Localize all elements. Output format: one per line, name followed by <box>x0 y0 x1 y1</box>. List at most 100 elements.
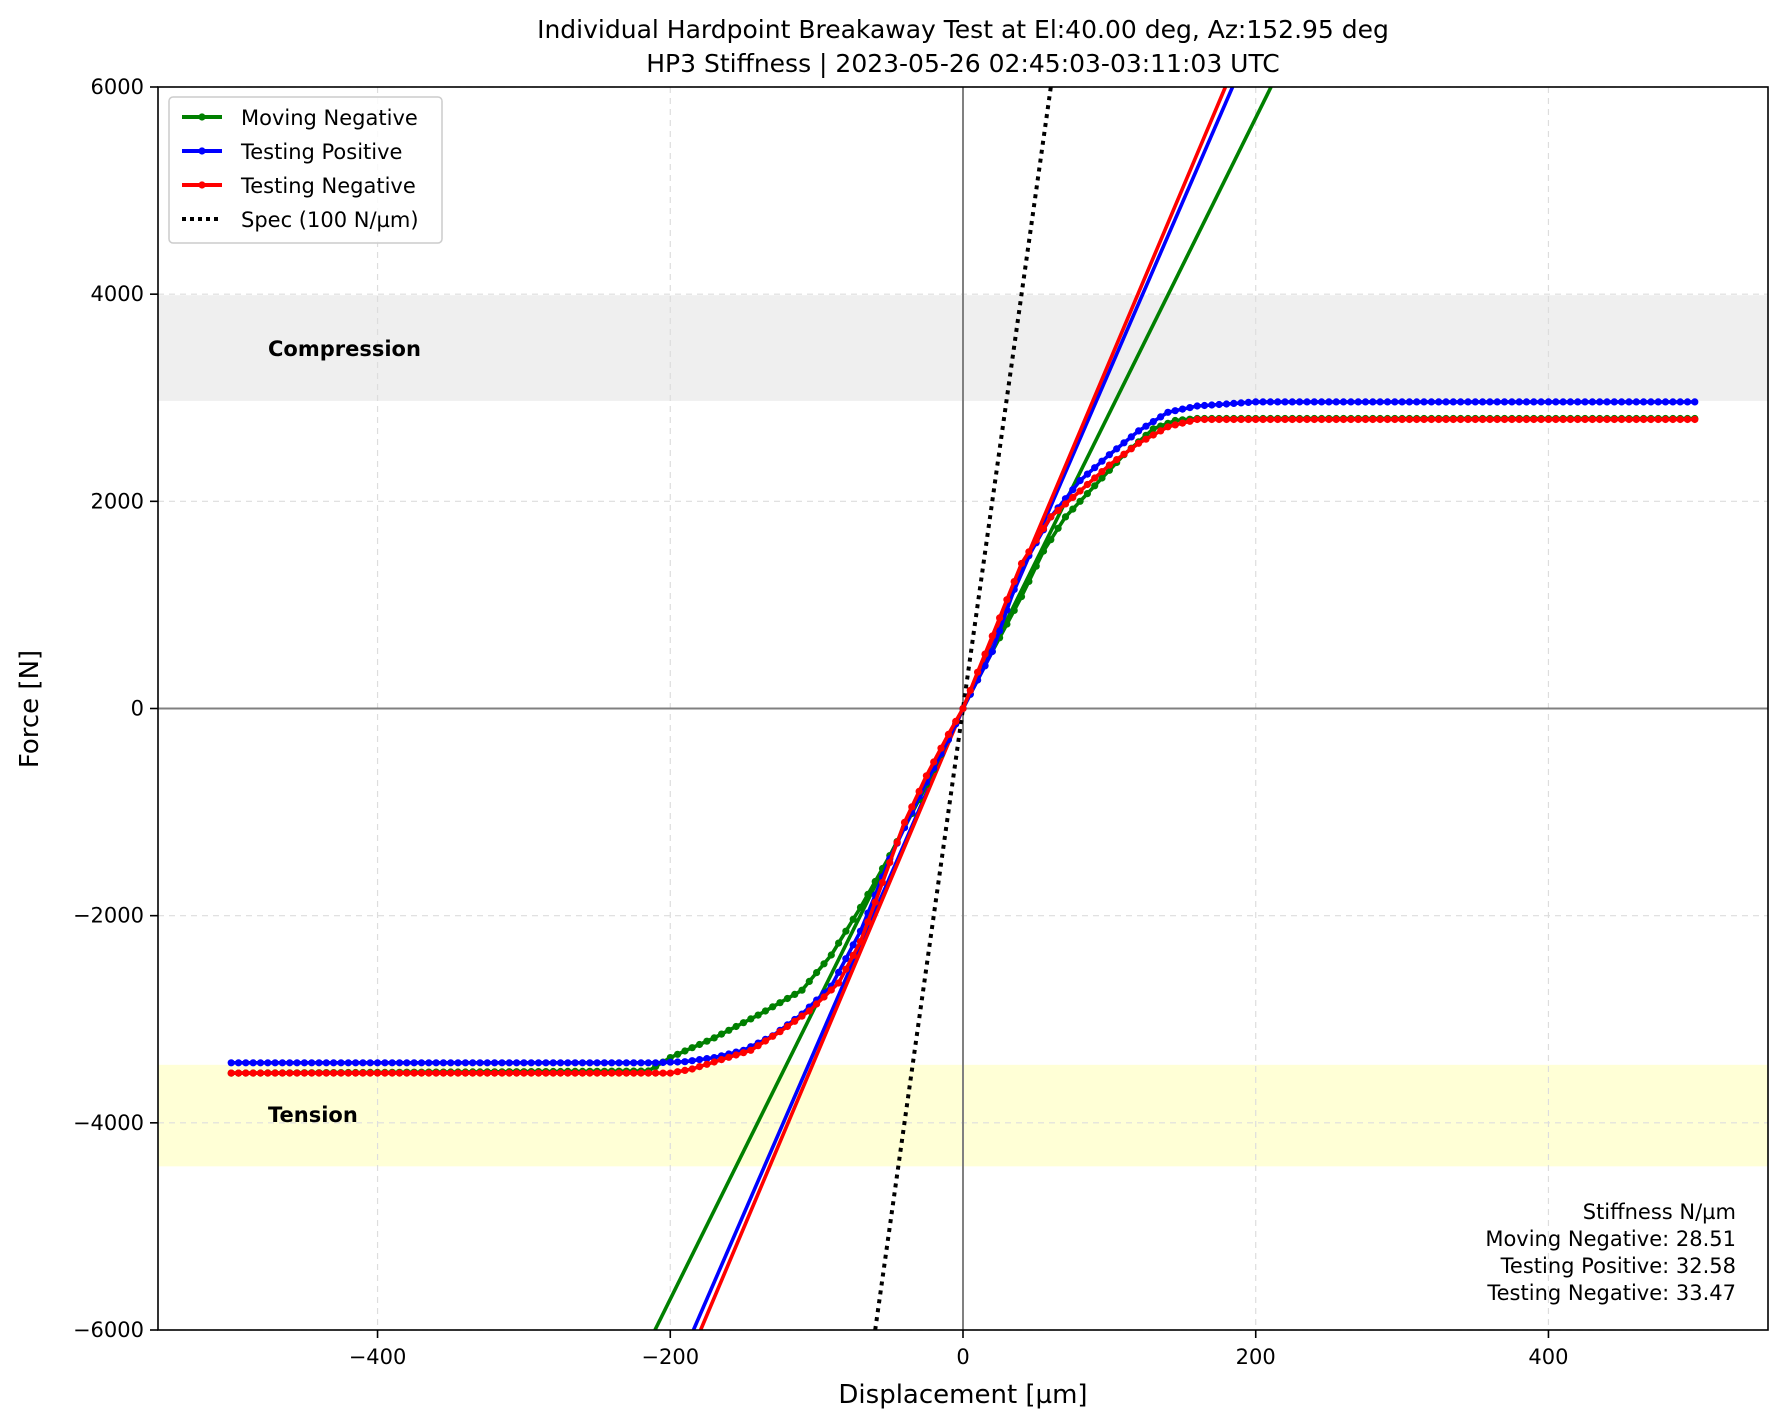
data-point <box>1076 497 1084 505</box>
data-point <box>1003 620 1011 628</box>
legend-marker <box>198 113 206 121</box>
data-point <box>703 1037 711 1045</box>
data-point <box>373 1069 382 1077</box>
data-point <box>1069 505 1077 513</box>
data-point <box>315 1059 323 1067</box>
data-point <box>974 668 982 676</box>
data-series-layer <box>227 398 1699 1077</box>
legend-box <box>168 96 443 244</box>
data-point <box>1464 415 1472 424</box>
data-point <box>776 999 784 1007</box>
data-point <box>1288 398 1296 406</box>
y-tick-label: 4000 <box>91 282 144 306</box>
data-point <box>966 686 974 695</box>
data-point <box>1383 415 1392 424</box>
data-point <box>1676 415 1684 424</box>
data-point <box>476 1069 484 1077</box>
data-point <box>491 1059 499 1067</box>
legend-marker <box>198 181 206 189</box>
data-point <box>1325 415 1333 424</box>
axes-frame: −400 −200 0 200 400−6000−4000−20000200040006… <box>73 75 1769 1369</box>
data-point <box>813 969 821 977</box>
data-point <box>1413 415 1421 424</box>
annotation-line: Testing Negative: 33.47 <box>1486 1281 1736 1305</box>
data-point <box>1069 493 1077 501</box>
data-point <box>1054 506 1062 514</box>
data-point <box>1654 398 1662 406</box>
data-point <box>447 1059 455 1067</box>
data-point <box>630 1069 638 1077</box>
legend-label: Spec (100 N/µm) <box>241 208 419 232</box>
data-point <box>1032 536 1040 544</box>
data-point <box>1244 415 1252 424</box>
data-point <box>1522 415 1531 424</box>
data-point <box>1581 415 1589 424</box>
data-point <box>856 903 865 912</box>
data-point <box>732 1022 740 1031</box>
data-point <box>1339 398 1348 406</box>
band-label-compression: Compression <box>268 337 421 361</box>
data-point <box>1691 415 1699 424</box>
data-point <box>556 1069 565 1077</box>
data-point <box>761 1007 770 1015</box>
data-point <box>659 1069 667 1077</box>
data-point <box>1391 415 1399 424</box>
data-point <box>1098 474 1106 482</box>
data-point <box>1135 427 1143 435</box>
data-point <box>893 838 901 847</box>
data-point <box>534 1059 543 1067</box>
data-point <box>286 1069 294 1077</box>
data-point <box>454 1069 462 1077</box>
data-point <box>681 1047 689 1055</box>
data-point <box>513 1069 521 1077</box>
x-tick-label: 400 <box>1528 1345 1568 1369</box>
data-point <box>1120 439 1128 447</box>
data-point <box>410 1059 418 1067</box>
data-point <box>1566 415 1574 424</box>
data-point <box>1091 474 1099 482</box>
data-point <box>791 990 799 999</box>
data-point <box>615 1059 623 1067</box>
data-point <box>1647 415 1655 424</box>
data-point <box>1647 398 1655 406</box>
data-point <box>1574 415 1582 424</box>
data-point <box>1266 415 1274 424</box>
y-tick-label: 2000 <box>91 489 144 513</box>
data-point <box>483 1069 491 1077</box>
data-point <box>769 1003 777 1011</box>
data-point <box>1296 415 1304 424</box>
data-point <box>695 1056 704 1064</box>
data-point <box>1515 398 1523 406</box>
data-point <box>1398 415 1406 424</box>
data-point <box>1347 415 1355 424</box>
data-point <box>571 1069 579 1077</box>
data-point <box>1376 415 1384 424</box>
data-point <box>637 1069 645 1077</box>
data-point <box>1222 400 1231 408</box>
data-point <box>417 1069 426 1077</box>
data-point <box>534 1069 543 1077</box>
data-point <box>688 1044 696 1052</box>
x-tick-label: 0 <box>956 1345 969 1369</box>
data-point <box>1010 606 1018 615</box>
data-point <box>1530 398 1538 406</box>
data-point <box>1610 398 1618 406</box>
data-point <box>1237 399 1245 407</box>
data-point <box>330 1059 338 1067</box>
data-point <box>359 1069 367 1077</box>
data-point <box>1669 398 1677 406</box>
data-point <box>1083 470 1091 478</box>
data-point <box>1588 415 1596 424</box>
data-point <box>915 787 923 796</box>
data-point <box>739 1019 748 1027</box>
data-point <box>1471 415 1479 424</box>
data-point <box>944 730 953 739</box>
data-point <box>417 1059 426 1067</box>
data-point <box>1061 513 1070 521</box>
data-point <box>1274 415 1282 424</box>
data-point <box>1479 415 1487 424</box>
y-axis-label: Force [N] <box>15 650 45 768</box>
data-point <box>1683 398 1692 406</box>
data-point <box>703 1055 711 1063</box>
data-point <box>856 938 865 946</box>
